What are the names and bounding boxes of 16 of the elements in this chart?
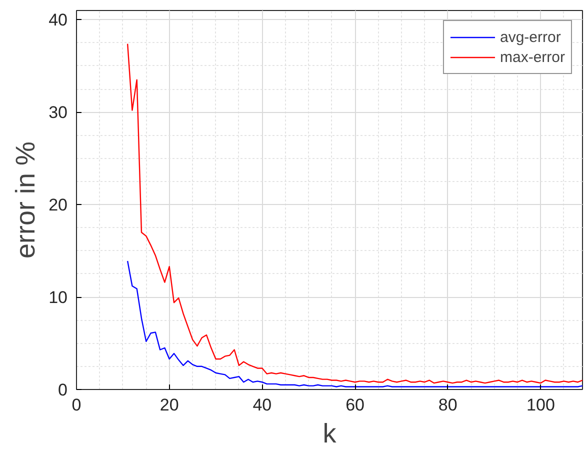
legend-label: avg-error [500, 28, 561, 46]
x-tick-label: 100 [526, 396, 555, 414]
y-tick-label: 30 [48, 103, 68, 122]
x-tick-label: 40 [252, 396, 272, 414]
y-tick-label: 20 [48, 196, 68, 215]
x-axis-title: k [322, 418, 337, 448]
x-tick-label: 20 [160, 396, 179, 414]
y-tick-label: 40 [48, 10, 68, 30]
y-tick-label: 10 [48, 288, 68, 308]
y-axis-title: error in % [10, 141, 41, 259]
legend-label: max-error [500, 48, 565, 66]
line-series [126, 260, 582, 388]
x-tick-label: 0 [72, 396, 82, 414]
y-tick-label: 0 [58, 380, 68, 400]
x-tick-label: 80 [438, 396, 458, 414]
x-tick-label: 60 [346, 396, 364, 414]
